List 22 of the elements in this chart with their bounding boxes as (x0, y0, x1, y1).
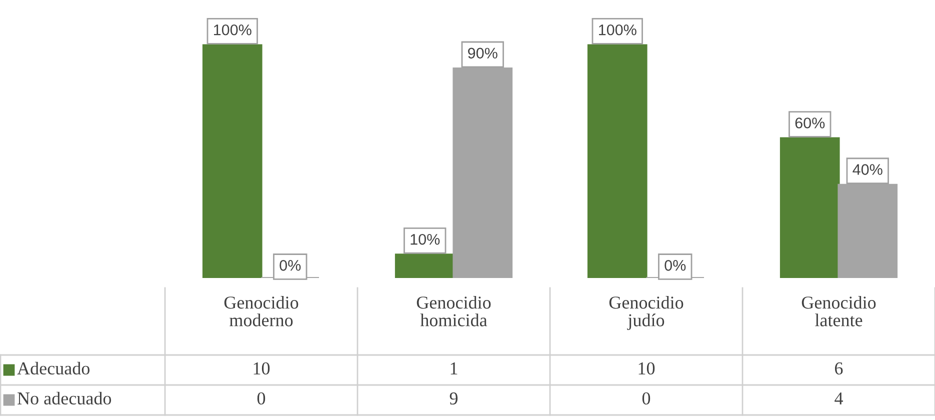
x-tick-label: Genocidio moderno (224, 296, 298, 326)
data-label: 100% (599, 24, 636, 36)
data-label: 0% (280, 260, 301, 271)
data-label: 0% (664, 260, 686, 271)
legend-label: Adecuado (17, 362, 90, 375)
text: 4 (834, 392, 843, 404)
x-tick-label: Genocidio homicida (416, 296, 491, 326)
text: 6 (835, 362, 843, 375)
data-label: 10% (410, 234, 440, 245)
text: 1 (450, 362, 458, 374)
text: 10 (638, 362, 655, 375)
data-label: 90% (468, 48, 498, 59)
legend-label: No adecuado (18, 392, 112, 405)
x-tick-label: Genocidio latente (802, 296, 876, 326)
data-label: 60% (795, 118, 825, 128)
text: 10 (254, 362, 270, 375)
data-label: 40% (852, 164, 882, 175)
x-tick-label: Genocidio judío (609, 296, 684, 330)
data-label: 100% (214, 24, 252, 36)
text: 0 (642, 392, 650, 405)
text: 0 (257, 392, 266, 405)
text: 9 (450, 392, 458, 405)
